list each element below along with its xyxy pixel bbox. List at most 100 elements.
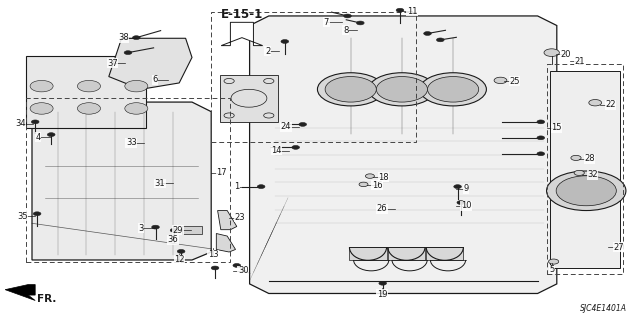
Circle shape [132,36,140,40]
Bar [547,64,623,274]
Polygon shape [5,285,35,300]
Text: 24: 24 [281,122,291,131]
Polygon shape [250,16,557,293]
Circle shape [396,8,404,12]
Circle shape [77,80,100,92]
Circle shape [359,182,368,187]
Polygon shape [216,234,236,252]
Circle shape [177,249,185,253]
Text: 20: 20 [561,50,571,59]
Polygon shape [218,211,237,230]
Circle shape [376,77,428,102]
Bar [182,226,202,234]
Circle shape [457,201,465,204]
Circle shape [356,21,364,25]
Text: 8: 8 [343,26,348,35]
Text: 25: 25 [509,77,520,86]
Circle shape [537,120,545,124]
Circle shape [436,38,444,42]
Text: 11: 11 [407,7,417,16]
Circle shape [77,103,100,114]
Circle shape [33,212,41,216]
Circle shape [428,77,479,102]
Circle shape [125,80,148,92]
Text: 35: 35 [17,212,28,221]
Polygon shape [26,56,146,128]
Text: 30: 30 [238,266,248,275]
Polygon shape [221,22,262,46]
Circle shape [548,259,559,264]
Text: 31: 31 [155,179,165,188]
Bar [220,75,278,122]
Text: 38: 38 [118,33,129,42]
Text: 16: 16 [372,181,382,189]
Text: 2: 2 [265,47,270,56]
Circle shape [537,152,545,156]
Circle shape [170,228,178,232]
Text: 13: 13 [208,250,218,259]
Bar [26,98,230,262]
Text: 29: 29 [173,226,183,235]
Text: 34: 34 [15,119,26,128]
Circle shape [317,73,384,106]
Circle shape [292,145,300,149]
Circle shape [365,174,374,178]
Circle shape [325,77,376,102]
Text: 33: 33 [126,138,136,147]
Circle shape [571,155,581,160]
Text: 7: 7 [324,18,329,27]
Text: 26: 26 [377,204,387,213]
Text: 23: 23 [234,213,244,222]
Text: 15: 15 [552,123,562,132]
Text: SJC4E1401A: SJC4E1401A [580,304,627,313]
Text: 12: 12 [174,256,184,264]
Text: 37: 37 [108,59,118,68]
Text: 19: 19 [377,290,387,299]
Circle shape [31,120,39,124]
Circle shape [589,100,602,106]
Circle shape [556,176,616,206]
Text: 14: 14 [271,146,282,155]
Text: 18: 18 [378,173,388,182]
Circle shape [369,73,435,106]
Circle shape [494,77,507,84]
Circle shape [344,14,351,18]
Circle shape [574,170,584,175]
Text: 5: 5 [549,265,554,274]
Text: 3: 3 [138,224,143,233]
Polygon shape [109,38,192,89]
Circle shape [547,171,626,211]
Polygon shape [550,71,620,268]
Text: 28: 28 [584,154,595,163]
Polygon shape [32,102,211,260]
Circle shape [424,32,431,35]
Circle shape [537,136,545,140]
Circle shape [257,185,265,189]
Circle shape [211,266,219,270]
Text: 27: 27 [613,243,623,252]
Circle shape [124,51,132,55]
Text: 10: 10 [461,201,471,210]
Bar [349,247,387,260]
Text: 17: 17 [216,168,227,177]
Text: FR.: FR. [37,294,56,304]
Text: 1: 1 [234,182,239,191]
Circle shape [420,73,486,106]
Circle shape [152,225,159,229]
Text: E-15-1: E-15-1 [221,8,263,21]
Text: 36: 36 [168,235,178,244]
Circle shape [30,80,53,92]
Text: 22: 22 [605,100,616,109]
Bar [388,247,425,260]
Circle shape [47,133,55,137]
Circle shape [454,185,461,189]
Circle shape [233,263,241,267]
Text: 9: 9 [463,184,468,193]
Bar [211,12,416,142]
Circle shape [544,49,559,56]
Circle shape [30,103,53,114]
Text: 21: 21 [575,57,585,66]
Bar [426,247,463,260]
Text: 32: 32 [588,170,598,179]
Text: 6: 6 [152,75,157,84]
